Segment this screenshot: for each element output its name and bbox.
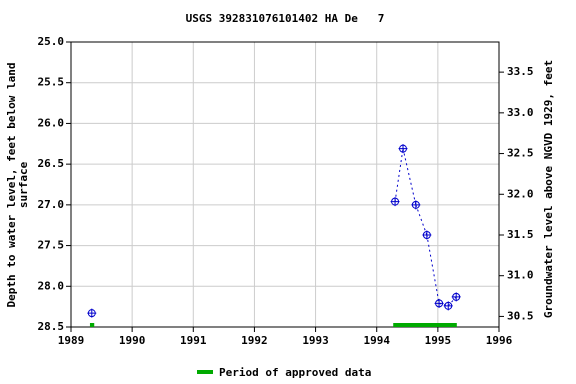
connector — [426, 234, 440, 304]
y-tick-label: 28.5 — [38, 320, 65, 333]
y-tick-label: 26.0 — [38, 116, 65, 129]
y-tick-label: 27.5 — [38, 239, 65, 252]
marker-cross — [87, 308, 97, 318]
plot-frame — [70, 41, 500, 328]
y-axis-label: Depth to water level, feet below land — [5, 62, 18, 307]
y-axis-label: surface — [17, 161, 30, 208]
y2-tick-label: 32.0 — [507, 187, 534, 200]
x-tick-label: 1992 — [241, 334, 268, 347]
data-point — [87, 308, 97, 318]
x-tick-label: 1990 — [119, 334, 146, 347]
data-point — [451, 292, 461, 302]
approved-period — [393, 323, 457, 327]
y-tick-label: 26.5 — [38, 157, 65, 170]
y2-tick-label: 33.5 — [507, 65, 534, 78]
x-tick-label: 1996 — [486, 334, 513, 347]
x-tick-label: 1994 — [363, 334, 390, 347]
legend-label: Period of approved data — [219, 366, 371, 379]
marker-cross — [411, 200, 421, 210]
approved-period — [89, 323, 95, 327]
marker-cross — [398, 144, 408, 154]
y2-tick-label: 31.5 — [507, 228, 534, 241]
connector — [447, 296, 457, 307]
data-point — [390, 197, 400, 207]
y-tick-label: 25.5 — [38, 76, 65, 89]
y-tick-label: 28.0 — [38, 279, 65, 292]
y2-tick-label: 31.0 — [507, 269, 534, 282]
data-point — [398, 144, 408, 154]
marker-cross — [390, 197, 400, 207]
marker-cross — [434, 298, 444, 308]
y-tick-label: 27.0 — [38, 198, 65, 211]
x-tick-label: 1995 — [425, 334, 452, 347]
y2-tick-label: 30.5 — [507, 309, 534, 322]
y2-tick-label: 32.5 — [507, 147, 534, 160]
data-point — [443, 301, 453, 311]
y2-axis-label: Groundwater level above NGVD 1929, feet — [542, 60, 555, 318]
y-tick-label: 25.0 — [38, 35, 65, 48]
connector — [415, 204, 428, 236]
connector — [402, 148, 417, 205]
x-tick-label: 1989 — [58, 334, 85, 347]
connector — [394, 148, 404, 202]
data-point — [434, 298, 444, 308]
x-tick-label: 1991 — [180, 334, 207, 347]
chart-title: USGS 392831076101402 HA De 7 — [186, 12, 385, 25]
marker-cross — [422, 230, 432, 240]
x-tick-label: 1993 — [302, 334, 329, 347]
y2-tick-label: 33.0 — [507, 106, 534, 119]
data-point — [411, 200, 421, 210]
marker-cross — [451, 292, 461, 302]
data-point — [422, 230, 432, 240]
marker-cross — [443, 301, 453, 311]
